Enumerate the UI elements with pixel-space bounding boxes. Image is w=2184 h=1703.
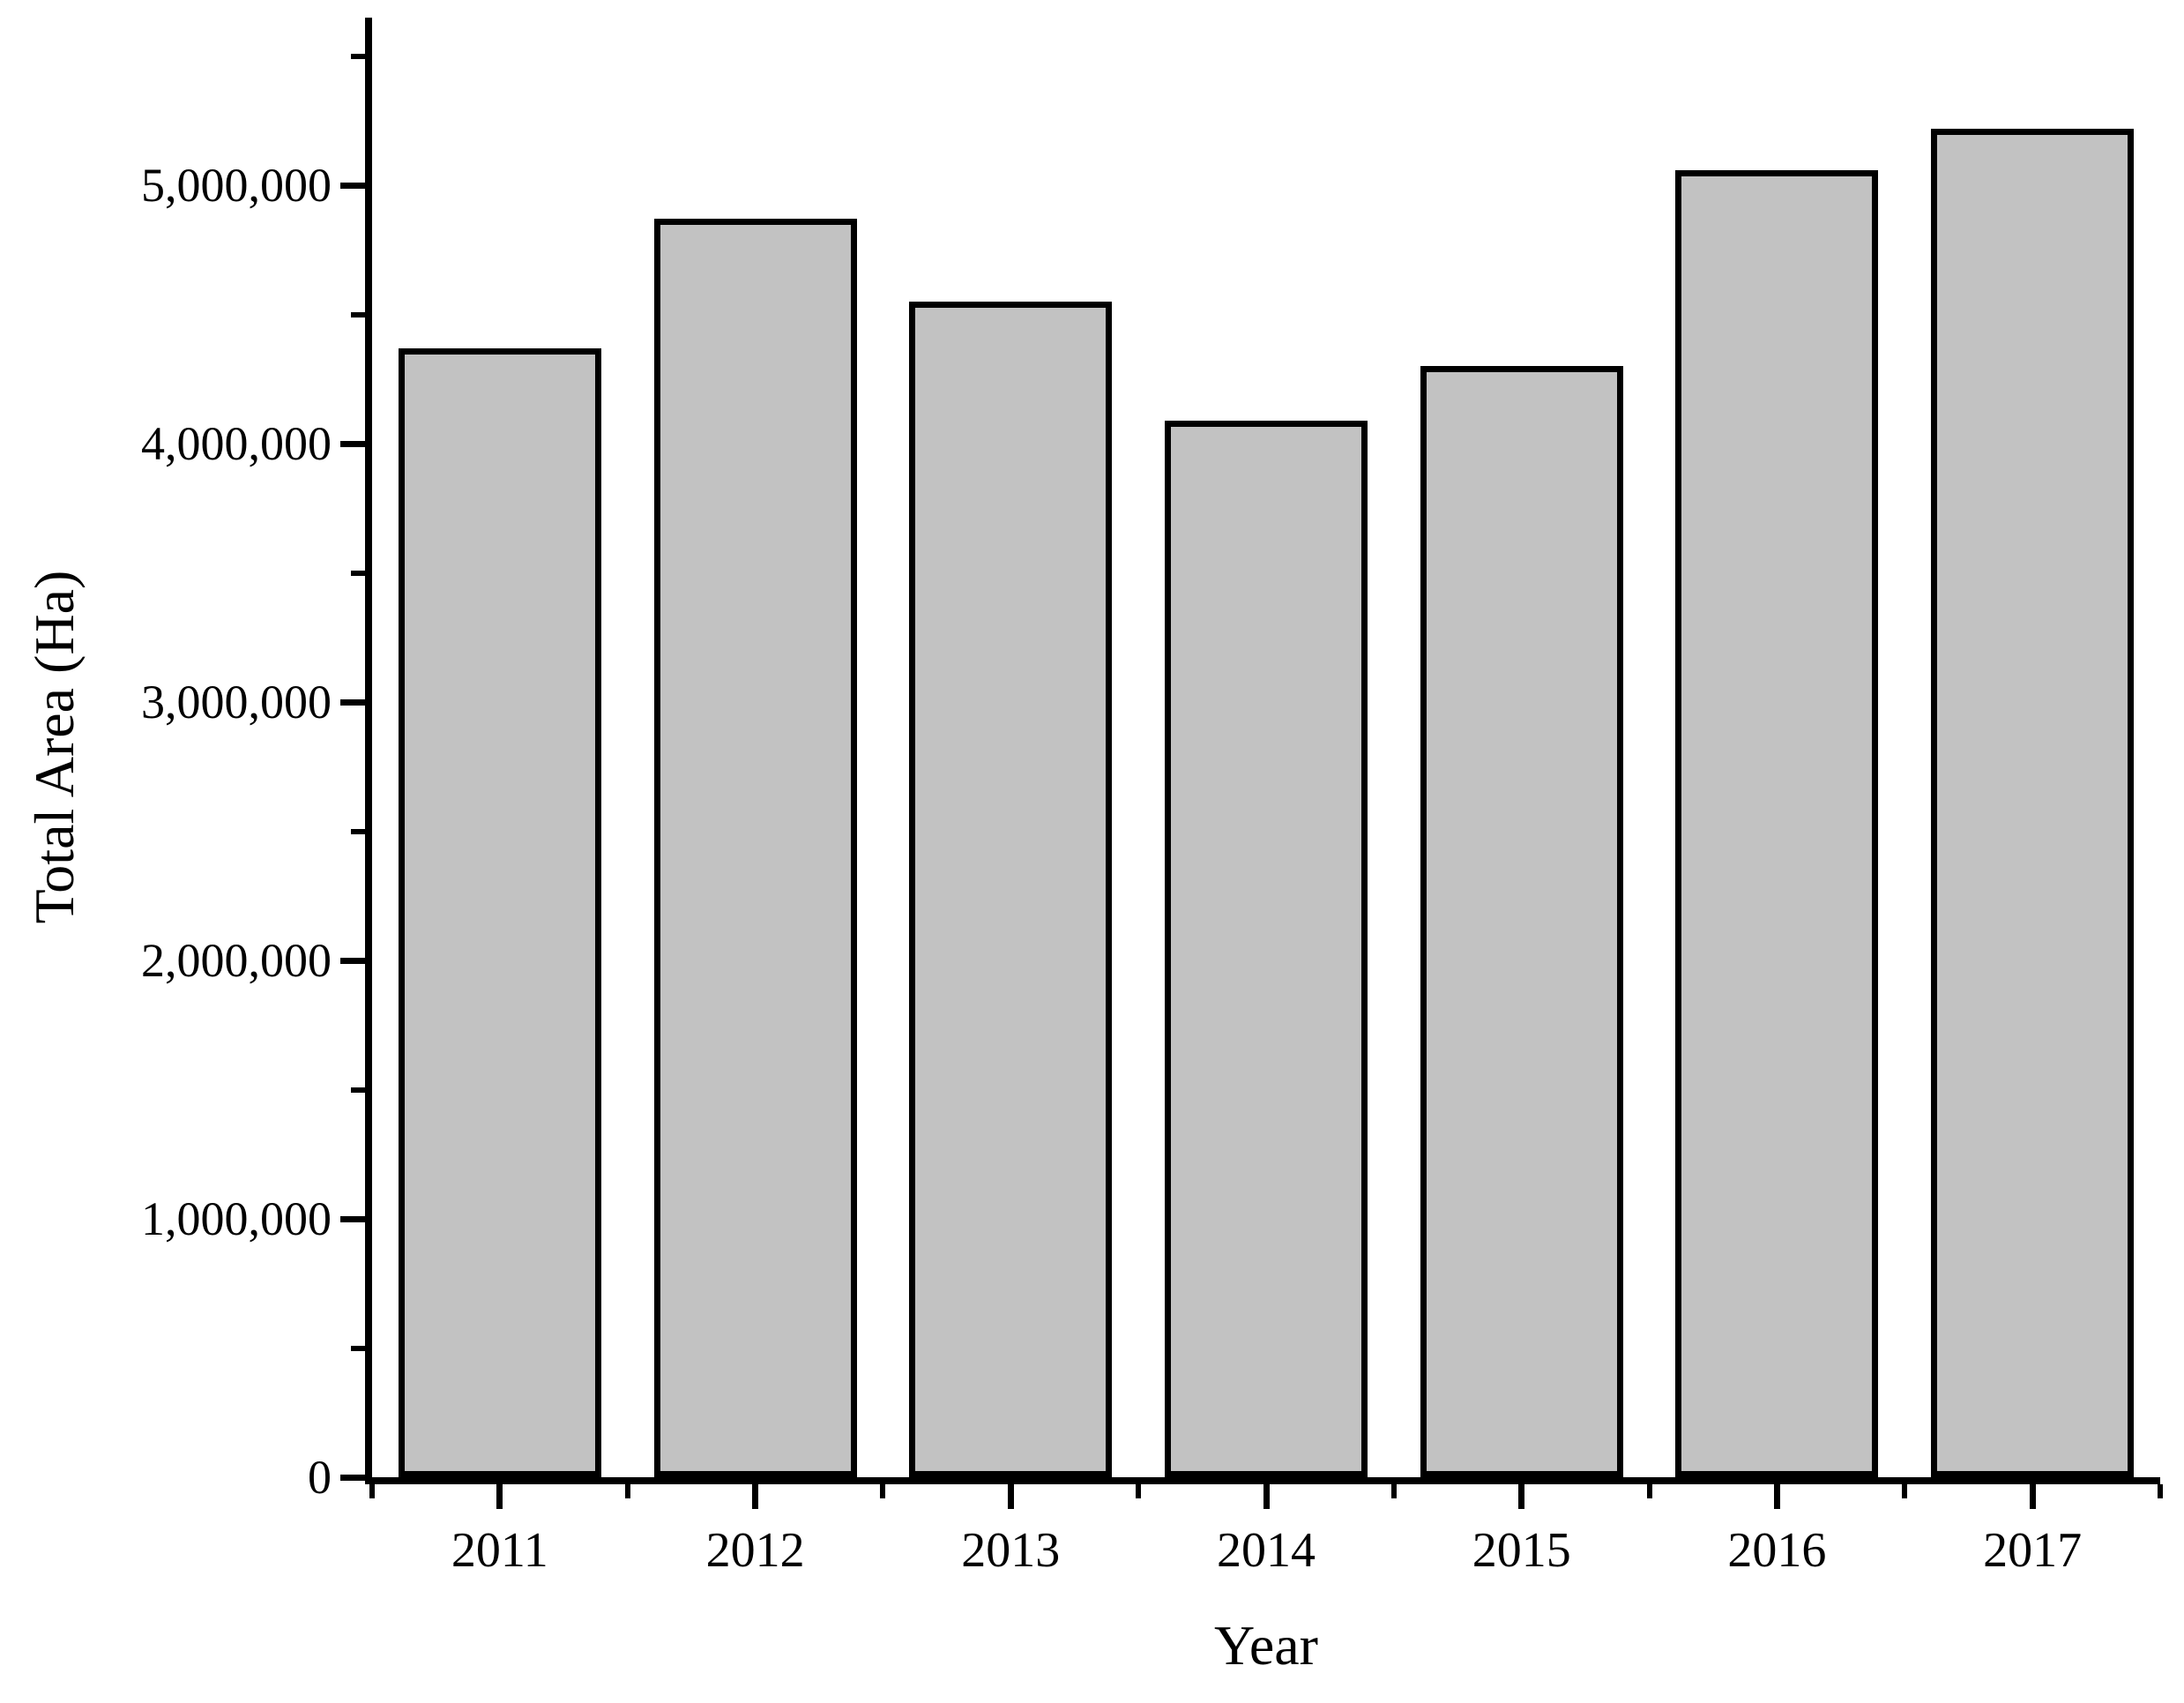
- y-major-tick: [340, 1474, 365, 1481]
- x-tick-label: 2011: [451, 1523, 548, 1578]
- y-minor-tick: [351, 570, 365, 576]
- x-axis-title: Year: [1214, 1614, 1318, 1677]
- y-tick-label: 3,000,000: [141, 676, 332, 729]
- y-minor-tick: [351, 1345, 365, 1351]
- x-tick-label: 2012: [705, 1523, 805, 1578]
- y-tick-label: 2,000,000: [141, 934, 332, 988]
- bar-2015: [1420, 366, 1623, 1477]
- bar-2017: [1931, 128, 2135, 1477]
- plot-area: 0 1,000,000 2,000,000 3,000,000 4,000,000 5,0…: [141, 18, 2163, 1577]
- y-major-tick: [340, 1215, 365, 1222]
- x-major-tick: [2029, 1484, 2036, 1509]
- y-tick-label: 0: [308, 1451, 332, 1504]
- x-minor-tick: [1902, 1484, 1908, 1498]
- x-tick-label: 2014: [1217, 1523, 1316, 1578]
- x-minor-tick: [2158, 1484, 2163, 1498]
- x-major-tick: [1007, 1484, 1014, 1509]
- y-minor-tick: [351, 311, 365, 317]
- y-tick-label: 4,000,000: [141, 417, 332, 471]
- x-major-tick: [1773, 1484, 1780, 1509]
- bar-2011: [398, 347, 601, 1477]
- x-minor-tick: [369, 1484, 375, 1498]
- bar-2012: [653, 219, 857, 1477]
- y-minor-tick: [351, 1087, 365, 1093]
- x-major-tick: [752, 1484, 759, 1509]
- x-minor-tick: [1136, 1484, 1142, 1498]
- y-axis-title: Total Area (Ha): [23, 570, 86, 924]
- x-minor-tick: [880, 1484, 886, 1498]
- bar-2016: [1675, 169, 1879, 1477]
- y-minor-tick: [351, 828, 365, 834]
- y-major-tick: [340, 698, 365, 706]
- y-minor-tick: [351, 53, 365, 59]
- x-tick-label: 2017: [1983, 1523, 2083, 1578]
- y-tick-label: 5,000,000: [141, 159, 332, 213]
- x-minor-tick: [1646, 1484, 1652, 1498]
- x-tick-label: 2015: [1472, 1523, 1571, 1578]
- x-major-tick: [496, 1484, 503, 1509]
- x-major-tick: [1263, 1484, 1270, 1509]
- x-minor-tick: [624, 1484, 630, 1498]
- y-major-tick: [340, 957, 365, 964]
- x-tick-label: 2013: [961, 1523, 1061, 1578]
- y-major-tick: [340, 182, 365, 189]
- x-minor-tick: [1390, 1484, 1397, 1498]
- bar-2014: [1165, 420, 1368, 1477]
- bar-2013: [909, 302, 1113, 1477]
- y-tick-label: 1,000,000: [141, 1192, 332, 1246]
- y-major-tick: [340, 440, 365, 447]
- x-major-tick: [1518, 1484, 1525, 1509]
- x-tick-label: 2016: [1727, 1523, 1827, 1578]
